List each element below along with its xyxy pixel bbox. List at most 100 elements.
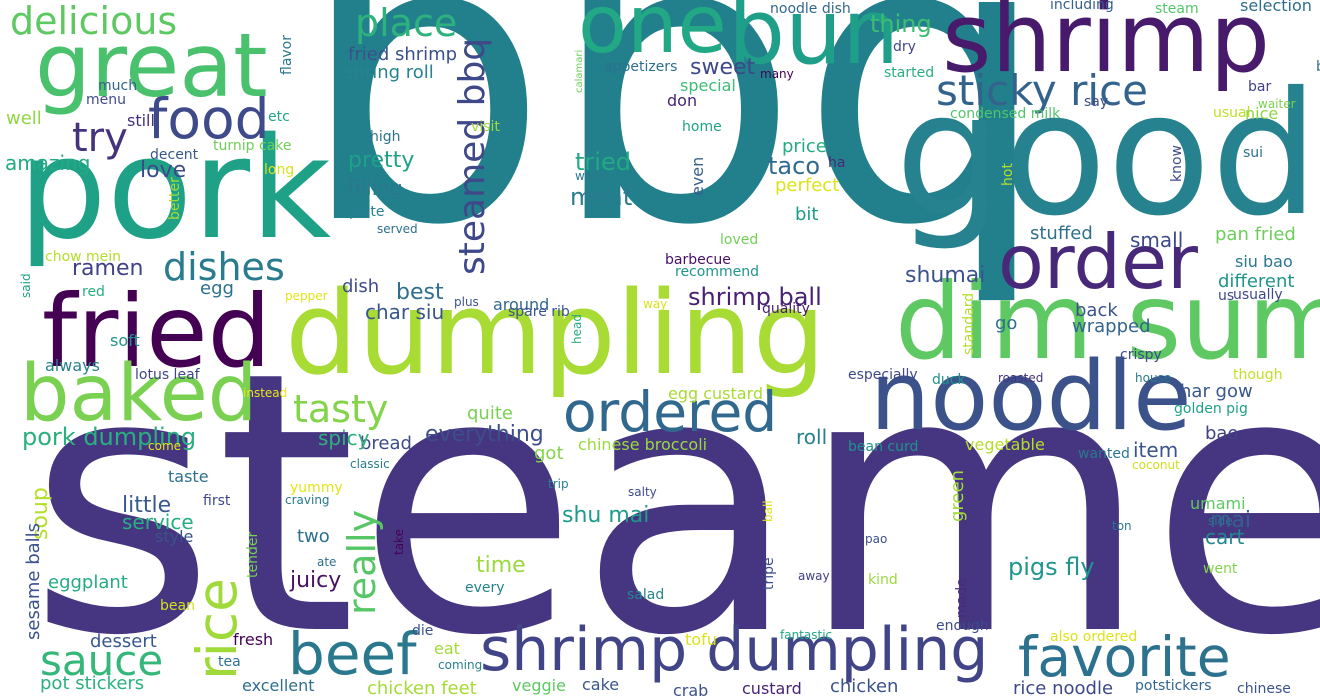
word-tasty: tasty [293,387,389,431]
word-tofu: tofu [685,630,717,649]
word-beef: beef [288,620,417,688]
word-chow-mein: chow mein [45,249,122,265]
word-fresh: fresh [233,630,274,649]
word-selection: selection [1240,0,1312,15]
word-meat: meat [570,183,633,211]
word-steamed-bbq: steamed bbq [452,37,493,275]
word-tea: tea [218,654,241,670]
word-craving: craving [285,493,330,507]
word-take: take [392,529,406,555]
word-crispy: crispy [1120,347,1162,363]
word-mai: mai [1210,508,1252,533]
word-fried: fried [42,273,272,390]
word-waiter: waiter [1258,97,1296,111]
word-pork: pork [18,108,332,271]
word-bread: bread [360,433,412,454]
word-filling: filling [348,176,403,200]
word-house: house [1135,371,1172,385]
word-said: said [19,273,33,298]
word-place: place [355,1,458,45]
word-baked: baked [20,349,258,439]
word-special: special [680,76,736,95]
word-thing: thing [870,10,932,38]
word-roll: roll [796,425,828,449]
word-bean-curd: bean curd [848,439,919,455]
word-item: item [1133,438,1179,462]
word-coming: coming [438,658,483,672]
word-good: good [895,56,1319,254]
word-chinese-broccoli: chinese broccoli [578,435,708,454]
word-better: better [167,177,183,220]
word-shrimp-ball: shrimp ball [688,283,822,311]
word-standard: standard [961,292,977,355]
word-try: try [72,115,128,161]
word-us: us [1218,288,1235,304]
word-noodle-dish: noodle dish [770,1,851,17]
word-har-gow: har gow [1180,381,1253,402]
word-away: away [798,569,830,583]
word-best: best [396,280,444,305]
word-know: know [1169,145,1185,182]
word-much: much [98,78,138,94]
word-sauce: sauce [40,636,164,685]
word-decent: decent [150,147,199,163]
word-head: head [570,314,584,344]
word-salty: salty [628,485,657,499]
word-potstickers: potstickers [1135,678,1212,694]
word-noodle: noodle [870,342,1192,452]
word-don: don [667,91,698,110]
word-food: food [148,87,270,151]
word-bao: bao [1205,423,1239,444]
word-die: die [412,623,434,639]
word-service: service [122,510,194,534]
word-got: got [534,443,564,464]
word-chicken-feet: chicken feet [367,678,477,699]
word-bbq: bbq [298,0,1051,312]
word-dish: dish [342,276,380,297]
word-pot-stickers: pot stickers [40,673,145,694]
word-dishes: dishes [163,245,285,289]
word-love: love [140,158,187,183]
word-sticky-rice: sticky rice [936,66,1149,115]
word-ate: ate [317,555,337,569]
word-visit: visit [471,119,500,135]
word-spicy: spicy [318,426,370,450]
word-taste: taste [168,467,209,486]
word-shu-mai: shu mai [562,503,650,528]
word-ton: ton [1112,519,1132,533]
word-eat: eat [434,639,460,658]
word-everything: everything [425,422,544,447]
word-calamari: calamari [574,49,585,93]
word-etc: etc [268,109,290,125]
word-green: green [947,470,968,522]
word-bun: bun [728,0,900,85]
word-fantastic: fantastic [780,628,833,642]
word-siu-bao: siu bao [1235,252,1293,271]
word-crab: crab [673,681,709,700]
word-sesame-balls: sesame balls [23,522,44,640]
word-quite: quite [467,403,513,424]
word-many: many [760,67,794,81]
word-started: started [884,65,935,81]
word-egg-custard: egg custard [668,384,764,403]
word-soft: soft [110,331,140,350]
word-spare-rib: spare rib [508,304,570,320]
word-warm: warm [575,169,609,183]
word-delicious: delicious [10,0,178,43]
word-ramen: ramen [72,256,144,281]
word-taco: taco [768,152,820,180]
word-pepper: pepper [285,289,328,303]
word-every: every [465,580,505,596]
word-pigs-fly: pigs fly [1008,553,1095,581]
word-rice-noodle: rice noodle [1013,678,1114,699]
word-cake: cake [582,675,620,694]
word-even: even [688,156,707,196]
word-shrimp: shrimp [942,0,1271,94]
word-bite: bite [1316,60,1320,74]
word-shrimp-dumpling: shrimp dumpling [480,615,989,685]
word-usual: usual [1213,105,1251,121]
word-order: order [998,218,1198,306]
word-price: price [782,136,827,157]
word-made: made [954,578,970,618]
word-tender: tender [245,531,261,578]
